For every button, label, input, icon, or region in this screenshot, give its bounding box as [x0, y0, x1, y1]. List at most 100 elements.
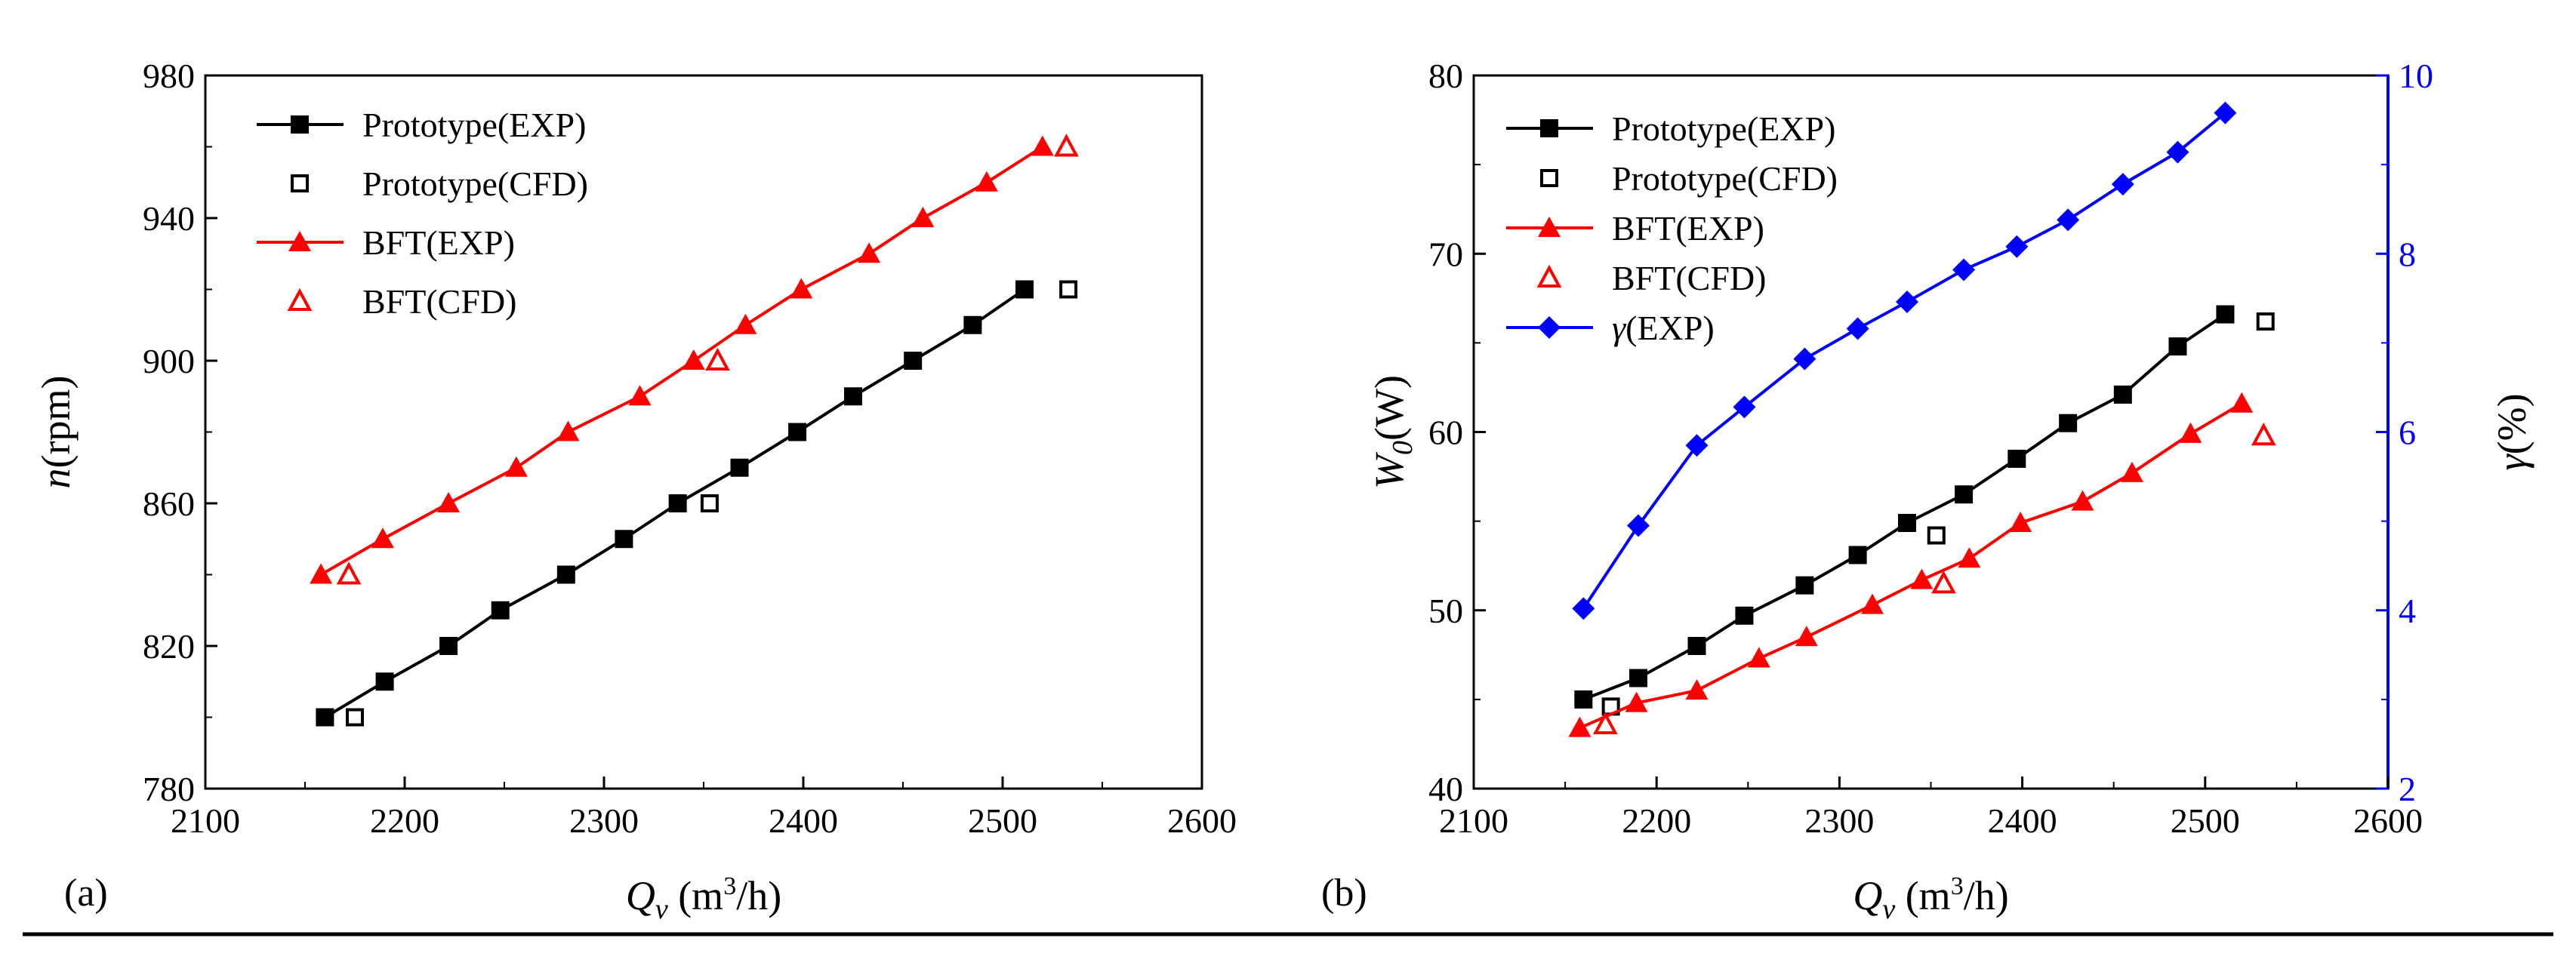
data-point — [2230, 392, 2254, 413]
data-point — [2168, 337, 2187, 356]
y-tick-label: 80 — [1428, 57, 1463, 95]
y-tick-label: 40 — [1428, 770, 1463, 808]
data-point — [346, 708, 364, 727]
data-point — [2179, 422, 2202, 443]
data-point — [1955, 485, 1974, 504]
x-axis-title: Qv (m3/h) — [626, 872, 781, 925]
data-point — [1568, 716, 1592, 737]
legend-label: Prototype(CFD) — [1612, 159, 1838, 198]
legend-marker — [1540, 119, 1558, 137]
legend-marker — [291, 174, 309, 192]
y2-tick-label: 2 — [2399, 770, 2416, 808]
y-axis-title-main: W — [1367, 451, 1412, 489]
data-point — [1628, 669, 1647, 687]
x-axis-title-unit: (m — [668, 873, 724, 918]
y2-tick-label: 6 — [2399, 414, 2416, 452]
data-point — [1059, 280, 1078, 299]
data-point — [556, 420, 580, 441]
y2-axis-title-main: γ — [2489, 454, 2534, 471]
data-point — [2166, 140, 2189, 164]
data-point — [1860, 593, 1884, 614]
data-point — [2214, 101, 2237, 125]
x-axis-title-sup: 3 — [1951, 872, 1964, 900]
data-point — [1031, 135, 1054, 156]
data-point — [1685, 679, 1709, 700]
series-γ(EXP) — [1572, 101, 2237, 620]
series-BFT(EXP) — [310, 135, 1054, 584]
data-point — [1927, 526, 1946, 545]
y-axis-title-main: n — [33, 468, 79, 488]
x-tick-label: 2200 — [370, 801, 439, 840]
data-point — [668, 494, 687, 512]
data-point — [2216, 305, 2235, 324]
data-point — [1735, 606, 1754, 625]
data-point — [734, 313, 757, 334]
chart-panel-1: 2100 2200 2300 2400 2500 2600 780 820 860 900 940 9… — [33, 57, 1237, 925]
data-point — [615, 530, 633, 549]
data-point — [844, 387, 862, 406]
data-point — [1910, 568, 1934, 589]
data-point — [437, 492, 461, 512]
data-point — [2007, 449, 2026, 468]
series-Prototype(EXP) — [316, 280, 1034, 727]
data-point — [1896, 291, 1919, 314]
legend-marker — [1538, 316, 1561, 339]
y-axis-title-sub: 0 — [1387, 441, 1419, 455]
data-point — [491, 601, 510, 620]
legend: Prototype(EXP) Prototype(CFD) BFT(EXP) BFT(… — [257, 106, 588, 321]
y2-axis-title-unit: (%) — [2489, 393, 2534, 454]
y-axis-title-unit: (W) — [1367, 375, 1412, 441]
x-tick-label: 2100 — [1439, 801, 1508, 840]
data-point — [310, 563, 333, 584]
data-point — [2009, 511, 2032, 532]
data-point — [788, 423, 807, 441]
data-point — [963, 315, 982, 334]
x-tick-label: 2300 — [569, 801, 639, 840]
data-point — [682, 349, 705, 370]
x-tick-label: 2500 — [2171, 801, 2240, 840]
data-point — [2059, 414, 2078, 432]
legend-label: BFT(CFD) — [1612, 259, 1766, 297]
data-point — [904, 352, 923, 370]
data-point — [2071, 490, 2094, 511]
x-tick-label: 2400 — [1988, 801, 2057, 840]
series-BFT(EXP) — [1568, 392, 2254, 737]
data-point — [2113, 385, 2132, 404]
data-point — [1848, 546, 1867, 564]
legend-label-symbol: γ — [1612, 309, 1627, 347]
data-point — [1795, 626, 1818, 647]
plot-frame — [204, 74, 1203, 790]
data-point — [439, 637, 458, 655]
data-point — [1625, 691, 1648, 712]
data-point — [2120, 461, 2143, 482]
y-tick-label: 900 — [143, 342, 195, 380]
data-point — [1733, 395, 1756, 419]
data-point — [1574, 690, 1593, 709]
legend-label: Prototype(EXP) — [1612, 109, 1835, 148]
data-point — [858, 242, 881, 263]
y-tick-label: 60 — [1428, 414, 1463, 452]
x-axis-title-unit-end: /h) — [736, 873, 781, 918]
chart-panel-2: 2100 2200 2300 2400 2500 2600 40 50 60 70 80 2 4 6 8 10… — [1321, 57, 2534, 925]
legend-marker — [291, 115, 309, 134]
legend-marker — [287, 288, 313, 311]
data-point — [1898, 513, 1917, 532]
data-point — [1687, 637, 1706, 655]
data-point — [2005, 235, 2029, 258]
data-point — [1958, 547, 1981, 568]
legend-marker — [1536, 264, 1562, 288]
y-tick-label: 780 — [143, 770, 195, 808]
data-point — [2256, 312, 2275, 331]
data-point — [1931, 570, 1956, 594]
data-point — [2111, 173, 2134, 196]
series-Prototype(CFD) — [346, 280, 1078, 727]
y-axis-title: n(rpm) — [33, 376, 79, 489]
legend-label-rest: (EXP) — [1625, 309, 1715, 347]
y-tick-label: 50 — [1428, 592, 1463, 630]
data-point — [1952, 258, 1976, 281]
data-point — [1795, 576, 1814, 595]
legend-label: BFT(EXP) — [1612, 209, 1764, 248]
data-point — [705, 347, 730, 371]
x-axis-title-sup: 3 — [723, 872, 736, 900]
